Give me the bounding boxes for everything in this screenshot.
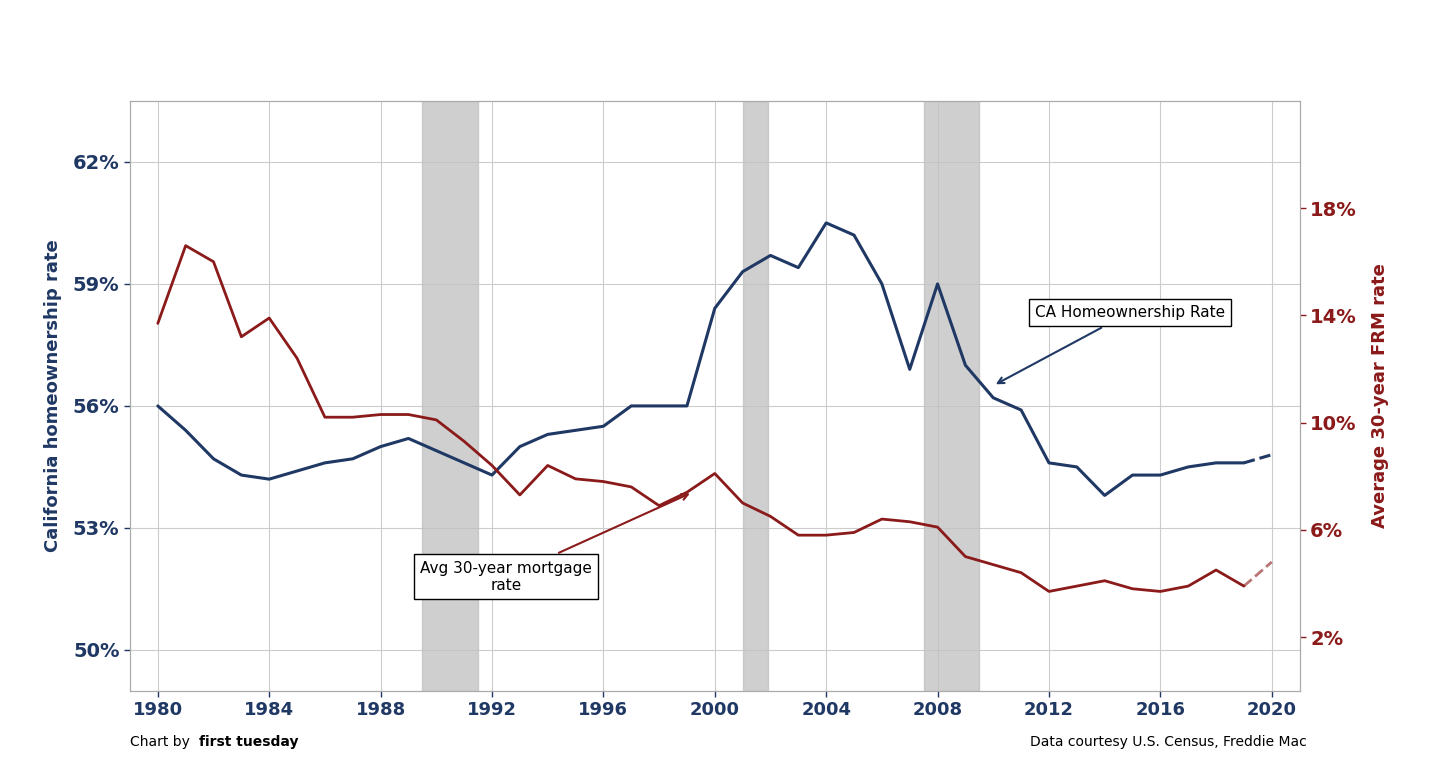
Bar	[924, 101, 979, 691]
Text: Data courtesy U.S. Census, Freddie Mac: Data courtesy U.S. Census, Freddie Mac	[1030, 735, 1307, 749]
Bar	[423, 101, 478, 691]
Text: first tuesday: first tuesday	[199, 735, 299, 749]
Text: CA Homeownership Rate: CA Homeownership Rate	[998, 305, 1225, 383]
Text: California Annual Homeownership Rate vs. 30-year FRM rate: California Annual Homeownership Rate vs.…	[270, 26, 1174, 52]
Y-axis label: Average 30-year FRM rate: Average 30-year FRM rate	[1370, 263, 1389, 528]
Bar	[742, 101, 768, 691]
Y-axis label: California homeownership rate: California homeownership rate	[43, 239, 62, 553]
Text: Avg 30-year mortgage
rate: Avg 30-year mortgage rate	[420, 494, 687, 593]
Text: Chart by: Chart by	[130, 735, 193, 749]
